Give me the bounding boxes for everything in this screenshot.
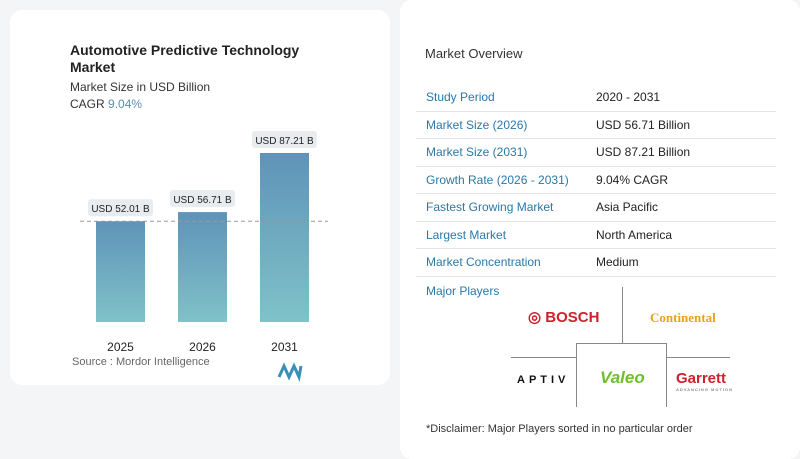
overview-panel: Market Overview Study Period 2020 - 2031 M… <box>400 0 800 459</box>
row-label: Market Size (2026) <box>416 111 586 139</box>
row-label: Market Size (2031) <box>416 138 586 167</box>
row-label: Growth Rate (2026 - 2031) <box>416 166 586 194</box>
overview-row: Largest Market North America <box>416 221 776 249</box>
overview-row: Market Concentration Medium <box>416 248 776 277</box>
row-label: Largest Market <box>416 221 586 249</box>
data-label-bg <box>88 199 153 217</box>
row-value: North America <box>586 221 776 249</box>
chart-title: Automotive Predictive Technology Market <box>70 42 300 75</box>
row-value: Medium <box>586 248 776 277</box>
disclaimer: *Disclaimer: Major Players sorted in no … <box>426 423 693 435</box>
aptiv-logo: APTIV <box>517 374 570 386</box>
chart-subtitle: Market Size in USD Billion <box>70 80 211 94</box>
mordor-logo <box>277 362 303 382</box>
x-tick-label: 2025 <box>107 340 134 354</box>
data-label: USD 52.01 B <box>91 204 150 215</box>
bar-chart: USD 52.01 B 2025 USD 56.71 B 2026 USD 87.21 … <box>80 131 328 354</box>
row-value: USD 87.21 Billion <box>586 138 776 167</box>
row-value: 2020 - 2031 <box>586 84 776 112</box>
source: Source : Mordor Intelligence <box>72 356 210 368</box>
bar-2031 <box>260 153 309 322</box>
data-label-bg <box>252 131 317 148</box>
overview-title: Market Overview <box>425 46 523 61</box>
data-label-bg <box>170 190 235 208</box>
garrett-logo: Garrett ADVANCING MOTION <box>676 370 734 392</box>
overview-row: Market Size (2031) USD 87.21 Billion <box>416 138 776 167</box>
bosch-logo: ◎ BOSCH <box>528 309 600 326</box>
data-label: USD 56.71 B <box>173 195 232 206</box>
valeo-logo: Valeo <box>600 368 645 387</box>
cagr-value: 9.04% <box>108 97 143 111</box>
bar-2025 <box>96 221 145 322</box>
overview-row: Growth Rate (2026 - 2031) 9.04% CAGR <box>416 166 776 194</box>
overview-row: Market Size (2026) USD 56.71 Billion <box>416 111 776 139</box>
continental-logo: Continental <box>650 310 716 325</box>
row-label: Fastest Growing Market <box>416 193 586 222</box>
x-tick-label: 2031 <box>271 340 298 354</box>
data-label: USD 87.21 B <box>255 136 314 147</box>
overview-row: Study Period 2020 - 2031 <box>416 84 776 112</box>
row-value: 9.04% CAGR <box>586 166 776 194</box>
row-value: USD 56.71 Billion <box>586 111 776 139</box>
row-label: Market Concentration <box>416 248 586 277</box>
major-players-title: Major Players <box>426 284 500 298</box>
row-label: Study Period <box>416 84 586 112</box>
row-value: Asia Pacific <box>586 193 776 222</box>
x-tick-label: 2026 <box>189 340 216 354</box>
overview-row: Fastest Growing Market Asia Pacific <box>416 193 776 222</box>
cagr: CAGR 9.04% <box>70 97 143 111</box>
bar-2026 <box>178 212 227 322</box>
overview-table: Study Period 2020 - 2031 Market Size (2026… <box>416 84 776 277</box>
